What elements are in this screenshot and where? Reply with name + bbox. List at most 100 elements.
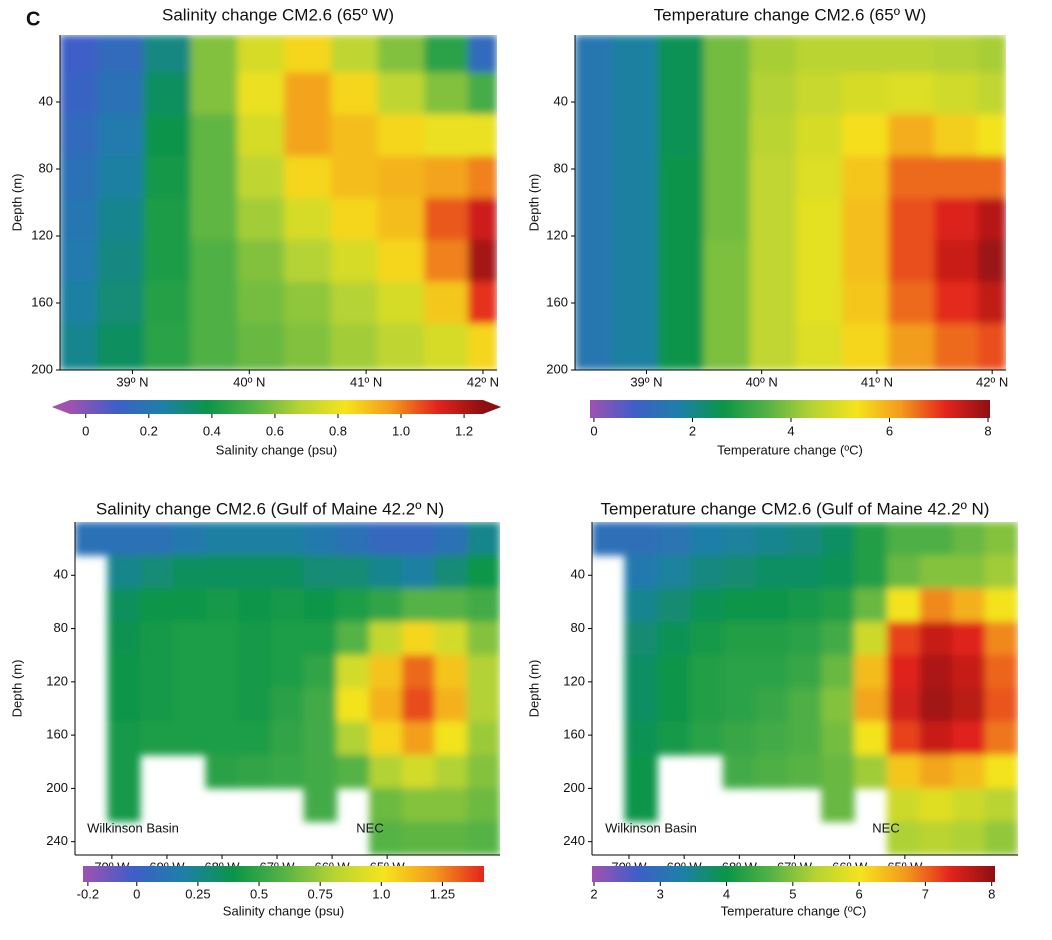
heatmap (592, 522, 1018, 855)
cell (755, 721, 790, 756)
cell (369, 555, 403, 589)
cell (919, 654, 953, 689)
cell (401, 555, 436, 589)
cell (369, 788, 403, 822)
cell (821, 588, 855, 623)
cell (139, 522, 174, 556)
x-tick-label: 41º N (861, 374, 893, 389)
cell (60, 72, 98, 115)
cell (624, 754, 658, 789)
cell (795, 156, 843, 199)
cell (284, 239, 332, 283)
cell (888, 281, 935, 325)
y-tick-label: 200 (46, 780, 68, 795)
cell (592, 522, 626, 556)
cell (788, 555, 822, 589)
colorbar (590, 400, 990, 418)
cell (657, 588, 691, 623)
y-tick-label: 160 (31, 294, 53, 309)
cell (303, 654, 338, 689)
cell (984, 754, 1018, 789)
cell (888, 114, 935, 157)
cell (270, 555, 305, 589)
cell (689, 621, 724, 656)
cell (172, 621, 207, 656)
cell (977, 198, 1006, 241)
cell (97, 156, 145, 199)
cell (657, 35, 705, 73)
y-axis-label: Depth (m) (526, 660, 541, 718)
cell (934, 114, 979, 157)
cell (888, 156, 935, 199)
cell (886, 788, 921, 822)
cell (369, 654, 403, 689)
cell (330, 281, 379, 325)
cell (575, 35, 613, 73)
cell (575, 281, 613, 325)
cell (919, 754, 953, 789)
colorbar-tick-label: -0.2 (77, 886, 99, 901)
cell (172, 721, 207, 756)
cell (434, 721, 468, 756)
cell (303, 522, 338, 556)
cell (934, 35, 979, 73)
cell (575, 156, 613, 199)
cell (468, 35, 497, 73)
cell (821, 788, 855, 822)
cell (466, 621, 500, 656)
cell (624, 588, 658, 623)
cell (468, 156, 497, 199)
cell (795, 198, 843, 241)
cell (205, 555, 239, 589)
heatmap-cells (575, 35, 1006, 370)
colorbar-tick-label: 0.5 (250, 886, 268, 901)
cell (788, 754, 822, 789)
cell (270, 754, 305, 789)
colorbar-tick-label: 8 (984, 423, 991, 438)
cell (237, 156, 285, 199)
x-tick-label: 42º N (467, 374, 499, 389)
colorbar-tick-label: 1.0 (372, 886, 390, 901)
cell (401, 588, 436, 623)
cell (821, 688, 855, 723)
cell (977, 281, 1006, 325)
cell (377, 156, 425, 199)
cell (284, 35, 332, 73)
cell (369, 754, 403, 789)
cell (842, 114, 889, 157)
cell (60, 114, 98, 157)
cell (842, 239, 889, 283)
cell (143, 239, 192, 283)
cell (657, 721, 691, 756)
cell (205, 721, 239, 756)
cell (657, 198, 705, 241)
cell (401, 821, 436, 855)
cell (611, 281, 659, 325)
cell (190, 156, 238, 199)
colorbar-tick-label: 4 (787, 423, 794, 438)
cell (172, 654, 207, 689)
cell (377, 114, 425, 157)
annotation: Wilkinson Basin (605, 820, 697, 835)
cell (424, 72, 469, 115)
cell (575, 72, 613, 115)
cell (888, 239, 935, 283)
cell (657, 688, 691, 723)
colorbar-tick-label: 0.75 (308, 886, 333, 901)
cell (238, 555, 272, 589)
cell (466, 588, 500, 623)
y-axis-label: Depth (m) (9, 174, 24, 232)
cell (238, 754, 272, 789)
chart-title: Temperature change CM2.6 (65º W) (654, 5, 927, 24)
colorbar-tick-label: 6 (886, 423, 893, 438)
cell (401, 522, 436, 556)
cell (886, 654, 921, 689)
cell (107, 588, 141, 623)
cell (689, 654, 724, 689)
cell (303, 555, 338, 589)
cell (60, 35, 98, 73)
cell (190, 35, 238, 73)
cell (97, 198, 145, 241)
cell (749, 35, 797, 73)
cell (689, 555, 724, 589)
